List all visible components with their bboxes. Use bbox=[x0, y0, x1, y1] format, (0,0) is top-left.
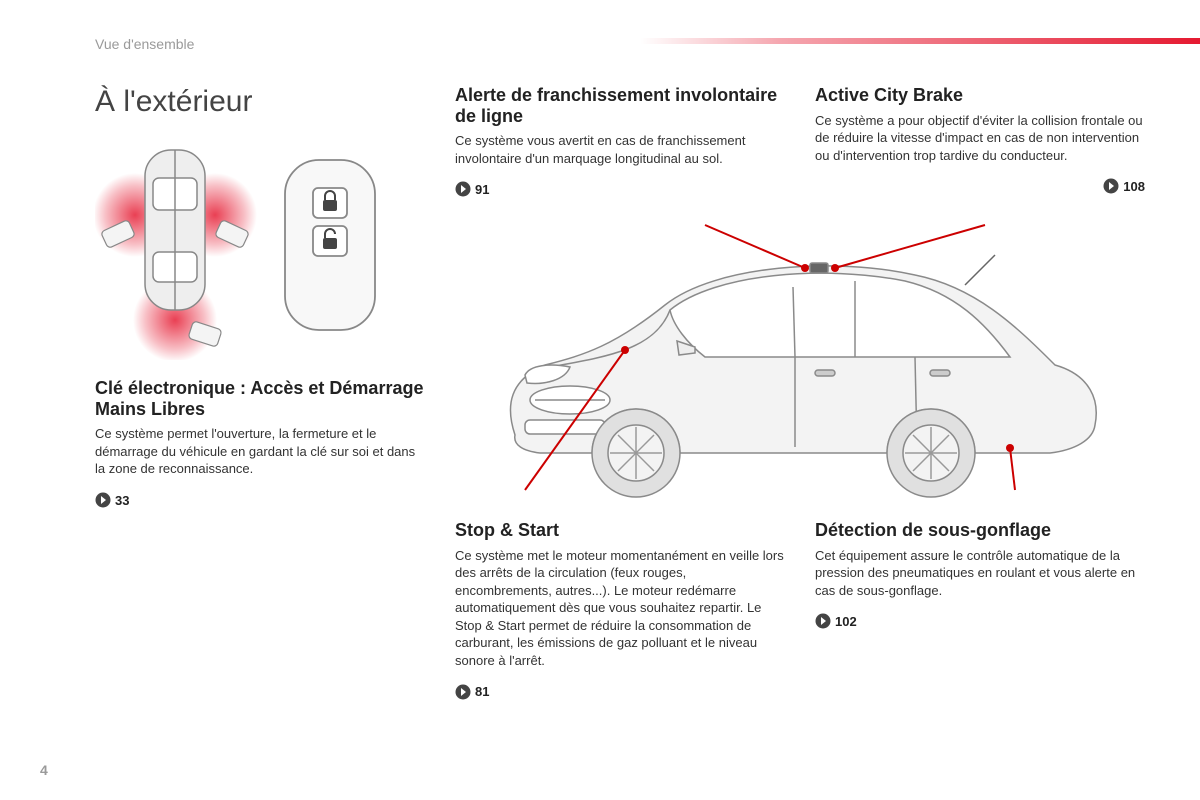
page-ref-number: 81 bbox=[475, 684, 489, 699]
page-ref-icon bbox=[815, 613, 831, 629]
feature-title: Détection de sous-gonflage bbox=[815, 520, 1145, 541]
page-ref-number: 108 bbox=[1123, 179, 1145, 194]
page-ref-icon bbox=[1103, 178, 1119, 194]
feature-description: Ce système permet l'ouverture, la fermet… bbox=[95, 425, 425, 478]
page-title: À l'extérieur bbox=[95, 85, 252, 119]
feature-title: Active City Brake bbox=[815, 85, 1145, 106]
feature-description: Ce système a pour objectif d'éviter la c… bbox=[815, 112, 1145, 165]
feature-lane-departure: Alerte de franchissement involontaire de… bbox=[455, 85, 785, 197]
page-ref-number: 33 bbox=[115, 493, 129, 508]
page-reference: 91 bbox=[455, 181, 785, 197]
car-topview-icon bbox=[145, 150, 205, 310]
page-reference: 102 bbox=[815, 613, 1145, 629]
page-ref-number: 91 bbox=[475, 182, 489, 197]
page-reference: 81 bbox=[455, 684, 785, 700]
page-ref-icon bbox=[455, 684, 471, 700]
car-body-icon bbox=[510, 255, 1096, 453]
page-number: 4 bbox=[40, 762, 48, 778]
page-ref-icon bbox=[455, 181, 471, 197]
page-ref-icon bbox=[95, 492, 111, 508]
page-reference: 108 bbox=[815, 178, 1145, 194]
feature-description: Cet équipement assure le contrôle automa… bbox=[815, 547, 1145, 600]
page-reference: 33 bbox=[95, 492, 425, 508]
feature-title: Clé électronique : Accès et Démarrage Ma… bbox=[95, 378, 425, 419]
car-side-illustration bbox=[455, 215, 1135, 505]
feature-description: Ce système vous avertit en cas de franch… bbox=[455, 132, 785, 167]
feature-description: Ce système met le moteur momentanément e… bbox=[455, 547, 785, 670]
feature-stop-start: Stop & Start Ce système met le moteur mo… bbox=[455, 520, 785, 700]
page-ref-number: 102 bbox=[835, 614, 857, 629]
feature-title: Alerte de franchissement involontaire de… bbox=[455, 85, 785, 126]
feature-tire-pressure: Détection de sous-gonflage Cet équipemen… bbox=[815, 520, 1145, 629]
feature-active-city-brake: Active City Brake Ce système a pour obje… bbox=[815, 85, 1145, 194]
feature-title: Stop & Start bbox=[455, 520, 785, 541]
header-accent-bar bbox=[640, 38, 1200, 44]
key-remote-illustration bbox=[95, 130, 395, 360]
remote-icon bbox=[285, 160, 375, 330]
feature-electronic-key: Clé électronique : Accès et Démarrage Ma… bbox=[95, 378, 425, 508]
section-label: Vue d'ensemble bbox=[95, 36, 194, 52]
